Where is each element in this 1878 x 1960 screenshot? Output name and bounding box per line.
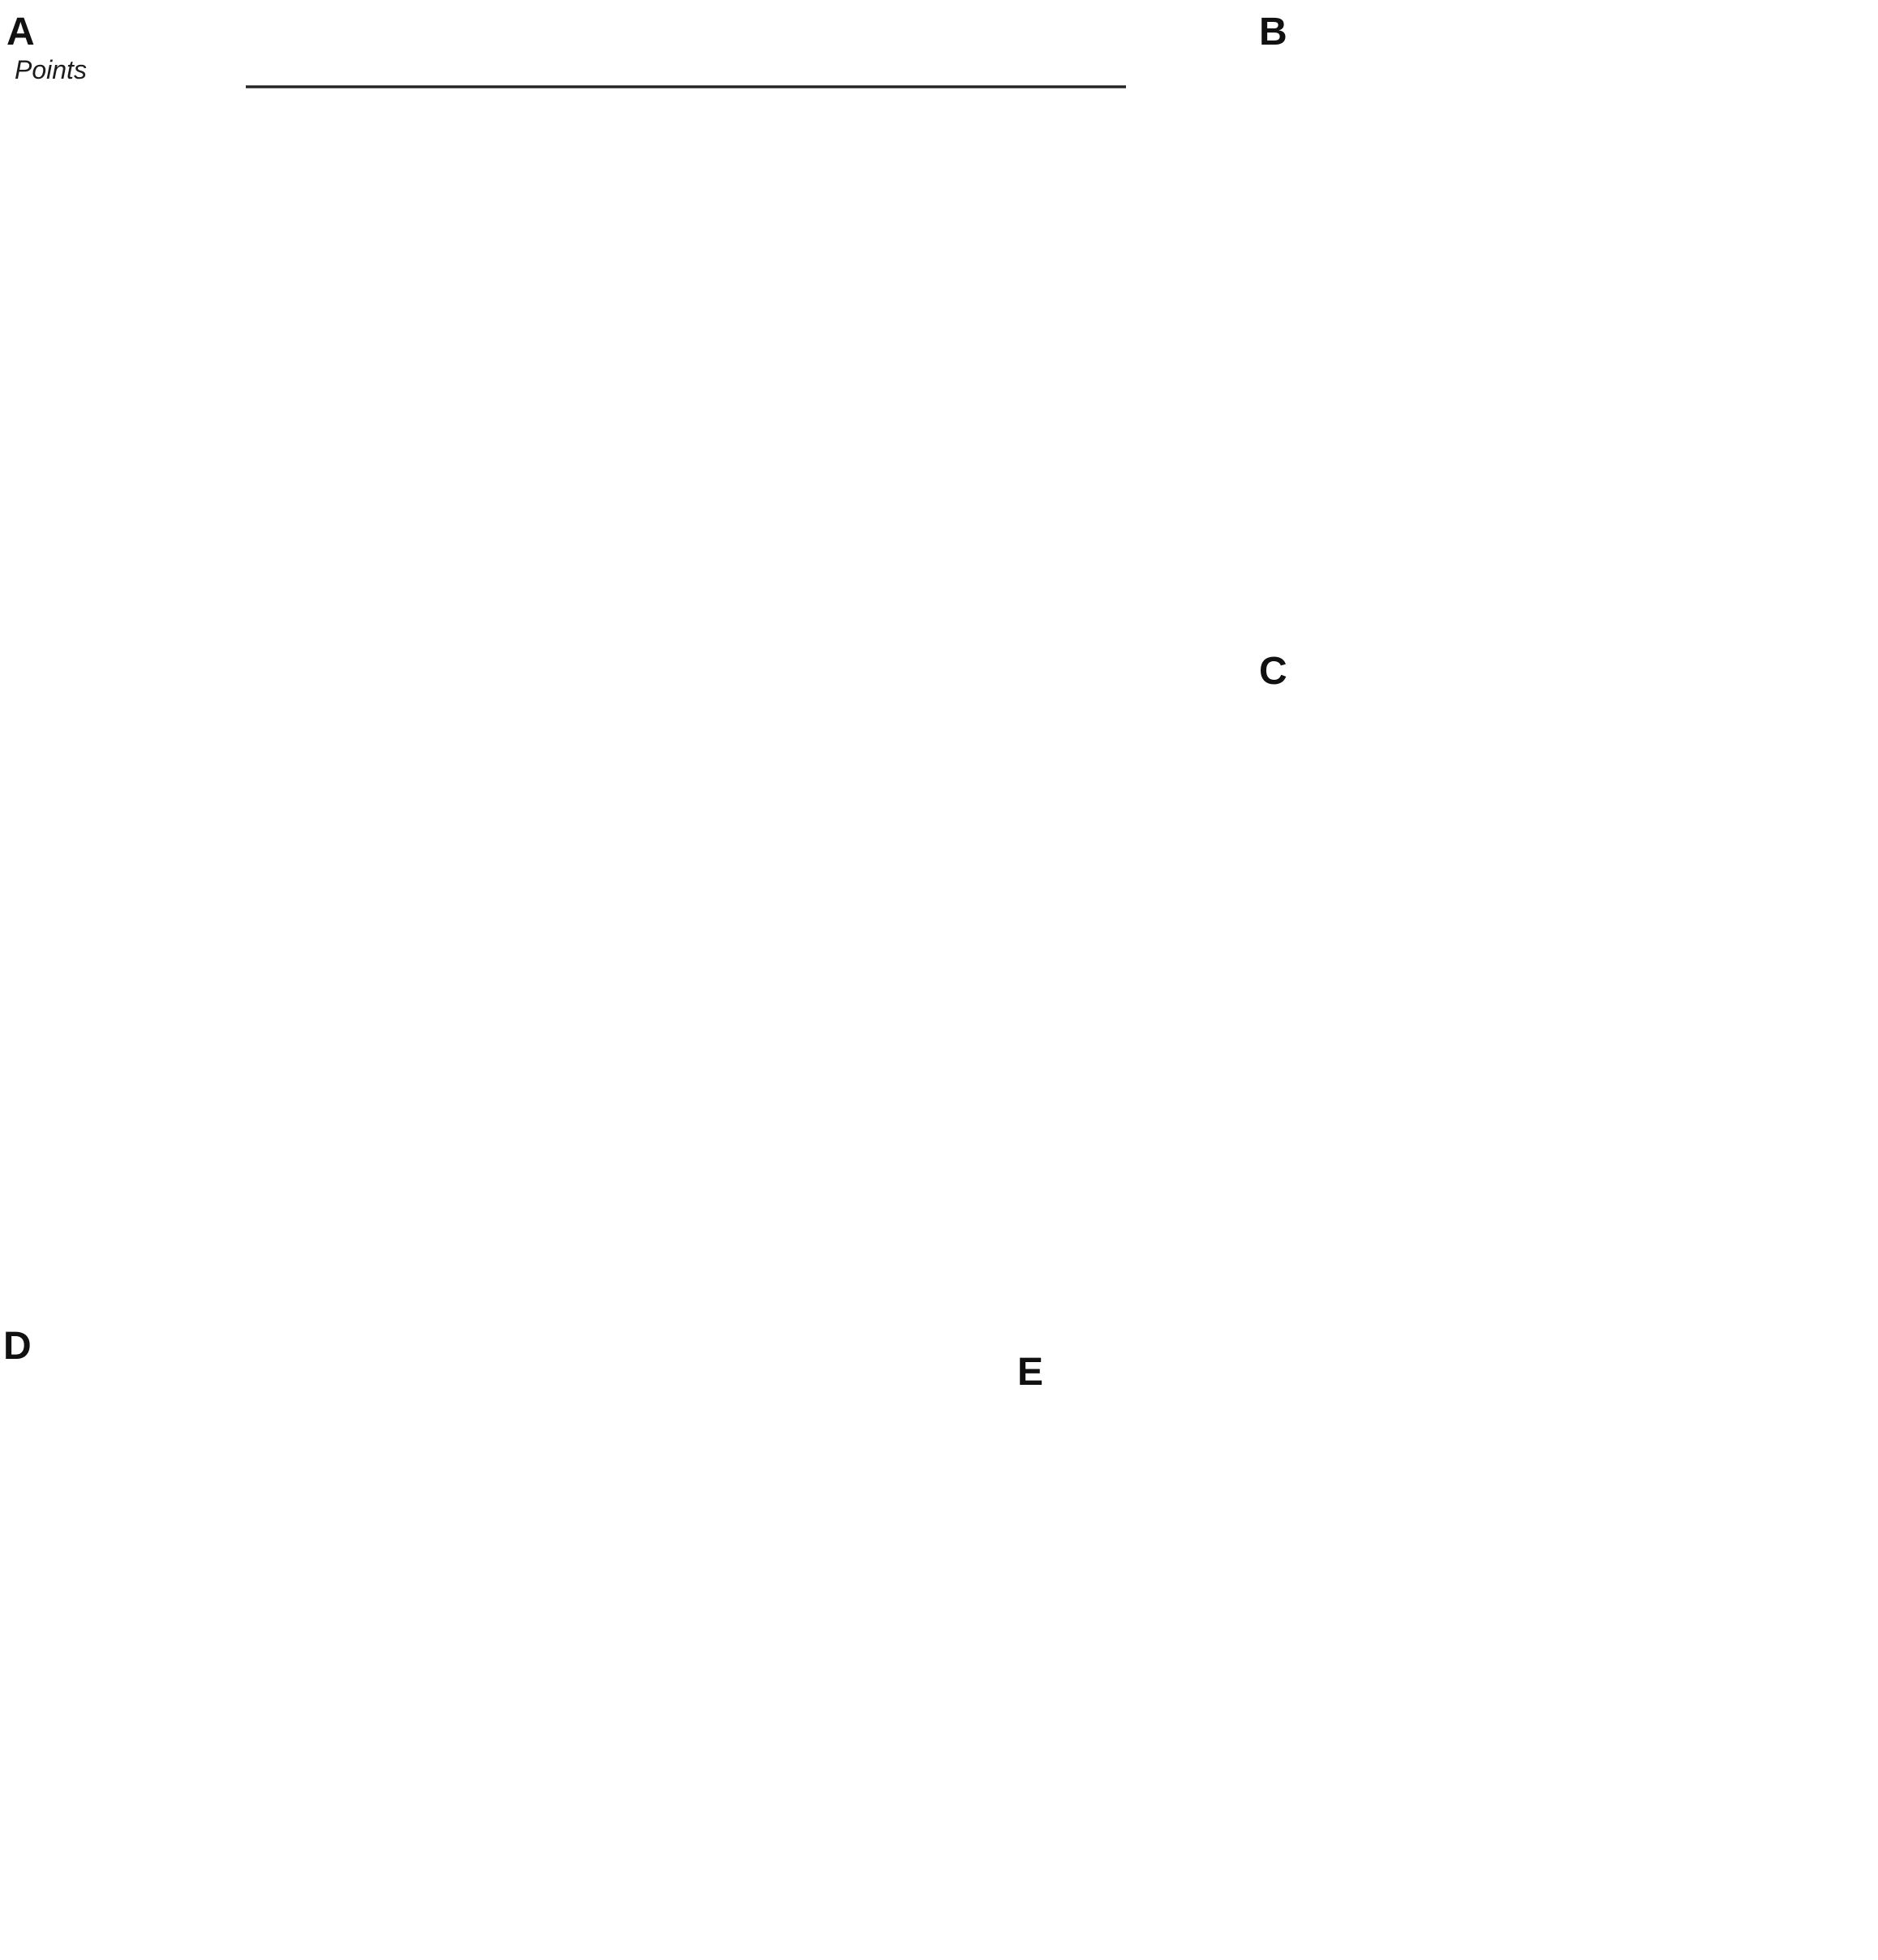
panel-label-b: B [1259, 11, 1287, 54]
panel-label-d: D [3, 1325, 32, 1368]
panel-label-e: E [1017, 1351, 1044, 1394]
panel-label-c: C [1259, 650, 1287, 693]
panel-a-nomogram: Points [15, 55, 1126, 88]
panel-label-a: A [6, 11, 35, 54]
row-label: Points [15, 55, 87, 84]
